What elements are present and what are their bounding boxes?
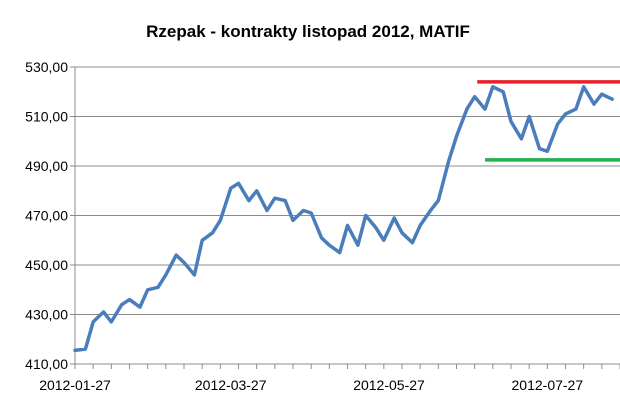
x-tick-label: 2012-07-27 [512, 377, 584, 393]
x-tick-label: 2012-05-27 [353, 377, 425, 393]
plot-area [73, 85, 614, 353]
chart-title: Rzepak - kontrakty listopad 2012, MATIF [146, 22, 470, 41]
price-series-line [73, 85, 614, 353]
y-tick-label: 510,00 [25, 109, 68, 125]
x-tick-label: 2012-03-27 [195, 377, 267, 393]
y-tick-label: 530,00 [25, 59, 68, 75]
grid [75, 66, 620, 365]
y-tick-label: 430,00 [25, 307, 68, 323]
x-axis: 2012-01-27 2012-03-27 2012-05-27 2012-07-27 [39, 363, 620, 393]
y-tick-label: 410,00 [25, 356, 68, 372]
reference-lines [477, 80, 620, 162]
y-axis: 410,00 430,00 450,00 470,00 490,00 510,00 530,… [25, 59, 76, 372]
y-tick-label: 490,00 [25, 158, 68, 174]
y-tick-label: 450,00 [25, 257, 68, 273]
x-tick-label: 2012-01-27 [39, 377, 111, 393]
y-tick-label: 470,00 [25, 208, 68, 224]
